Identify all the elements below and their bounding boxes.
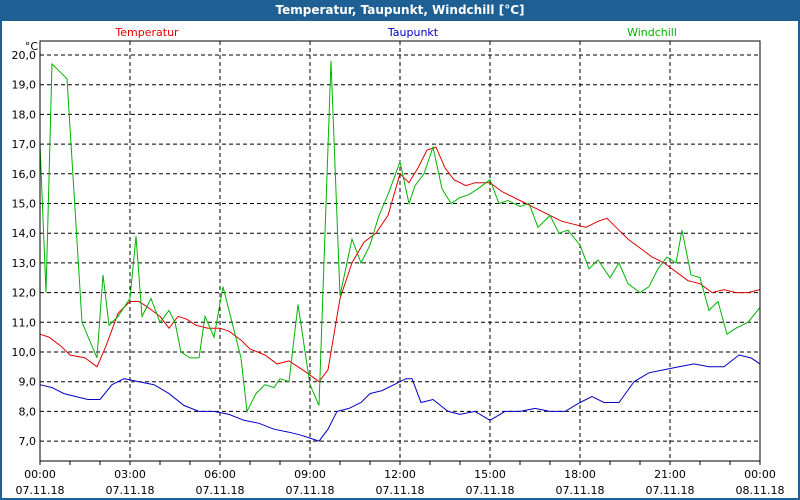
y-tick-label: 7,0 <box>19 435 37 448</box>
x-tick-time: 15:00 <box>474 468 506 481</box>
data-series <box>39 60 761 442</box>
x-tick-time: 09:00 <box>294 468 326 481</box>
chart-window-title: Temperatur, Taupunkt, Windchill [°C] <box>0 0 800 21</box>
legend-taupunkt: Taupunkt <box>387 26 439 39</box>
x-tick-date: 07.11.18 <box>556 484 605 497</box>
x-tick-time: 06:00 <box>204 468 236 481</box>
x-tick-date: 07.11.18 <box>286 484 335 497</box>
series-temperatur-line <box>39 146 761 383</box>
y-tick-label: 18,0 <box>12 108 37 121</box>
x-tick-date: 08.11.18 <box>736 484 785 497</box>
x-tick-date: 07.11.18 <box>376 484 425 497</box>
legend-windchill: Windchill <box>627 26 677 39</box>
y-tick-label: 14,0 <box>12 227 37 240</box>
y-tick-label: 10,0 <box>12 346 37 359</box>
x-tick-time: 03:00 <box>114 468 146 481</box>
y-tick-label: 13,0 <box>12 257 37 270</box>
y-tick-label: 15,0 <box>12 198 37 211</box>
x-tick-date: 07.11.18 <box>646 484 695 497</box>
y-tick-label: 8,0 <box>19 405 37 418</box>
y-tick-label: 20,0 <box>12 49 37 62</box>
y-tick-label: 16,0 <box>12 168 37 181</box>
plot-frame <box>39 40 761 462</box>
x-tick-time: 00:00 <box>24 468 56 481</box>
series-windchill-line <box>39 60 761 414</box>
x-tick-time: 12:00 <box>384 468 416 481</box>
x-tick-date: 07.11.18 <box>466 484 515 497</box>
y-tick-label: 17,0 <box>12 138 37 151</box>
y-unit-label: °C <box>25 40 39 53</box>
y-tick-label: 12,0 <box>12 287 37 300</box>
series-taupunkt-line <box>39 354 761 442</box>
x-tick-time: 00:00 <box>744 468 776 481</box>
x-tick-date: 07.11.18 <box>16 484 65 497</box>
x-tick-date: 07.11.18 <box>106 484 155 497</box>
x-tick-time: 21:00 <box>654 468 686 481</box>
x-tick-date: 07.11.18 <box>196 484 245 497</box>
y-tick-label: 9,0 <box>19 376 37 389</box>
grid-lines <box>40 41 760 461</box>
legend: Temperatur Taupunkt Windchill <box>114 26 677 39</box>
legend-temperatur: Temperatur <box>114 26 179 39</box>
x-tick-time: 18:00 <box>564 468 596 481</box>
y-tick-label: 11,0 <box>12 316 37 329</box>
axes: 20,0 19,0 18,0 17,0 16,0 15,0 14,0 13,0 12,0 11,0… <box>12 40 785 497</box>
y-tick-label: 19,0 <box>12 79 37 92</box>
